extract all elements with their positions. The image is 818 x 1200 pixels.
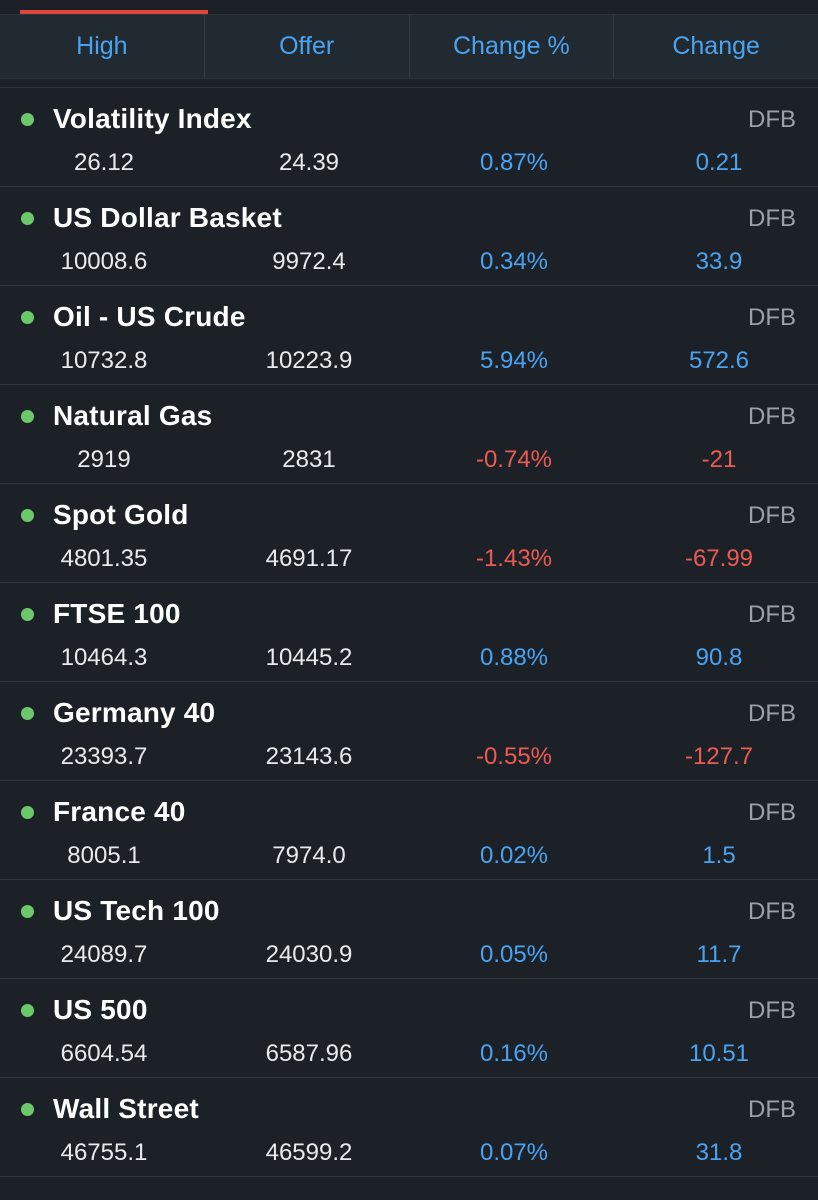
market-name: Germany 40 [53, 697, 216, 728]
market-change-percent: -0.74% [475, 446, 553, 473]
column-high[interactable]: High [0, 15, 205, 78]
active-tab-indicator [20, 10, 208, 14]
market-high: 2919 [77, 446, 131, 473]
header-divider [0, 79, 818, 88]
market-open-status-icon [21, 707, 34, 720]
market-type-tag: DFB [748, 898, 796, 925]
market-name: Volatility Index [53, 103, 252, 134]
market-name: US Dollar Basket [53, 202, 282, 233]
market-name: Wall Street [53, 1093, 199, 1124]
market-row[interactable]: Natural Gas DFB 2919 2831 -0.74% -21 [0, 385, 818, 484]
market-name: Spot Gold [53, 499, 189, 530]
market-change-percent: 0.07% [479, 1139, 549, 1166]
market-change: -67.99 [684, 545, 754, 572]
market-change: 572.6 [688, 347, 750, 374]
market-change: 10.51 [688, 1040, 750, 1067]
market-change-percent: -1.43% [475, 545, 553, 572]
market-change-percent: 0.88% [479, 644, 549, 671]
market-row[interactable]: France 40 DFB 8005.1 7974.0 0.02% 1.5 [0, 781, 818, 880]
market-open-status-icon [21, 410, 34, 423]
market-change-percent: 0.16% [479, 1040, 549, 1067]
market-change-percent: 0.05% [479, 941, 549, 968]
market-offer: 4691.17 [265, 545, 353, 572]
market-open-status-icon [21, 509, 34, 522]
column-offer[interactable]: Offer [205, 15, 410, 78]
market-offer: 2831 [282, 446, 336, 473]
market-row[interactable]: Volatility Index DFB 26.12 24.39 0.87% 0.21 [0, 88, 818, 187]
market-name: FTSE 100 [53, 598, 181, 629]
market-change: 31.8 [695, 1139, 743, 1166]
market-open-status-icon [21, 1103, 34, 1116]
market-name: US Tech 100 [53, 895, 220, 926]
market-row[interactable]: Germany 40 DFB 23393.7 23143.6 -0.55% -127.7 [0, 682, 818, 781]
market-row[interactable]: Wall Street DFB 46755.1 46599.2 0.07% 31.8 [0, 1078, 818, 1177]
market-open-status-icon [21, 212, 34, 225]
market-row[interactable]: US Tech 100 DFB 24089.7 24030.9 0.05% 11.7 [0, 880, 818, 979]
market-name: Natural Gas [53, 400, 213, 431]
market-high: 10464.3 [60, 644, 148, 671]
market-type-tag: DFB [748, 205, 796, 232]
market-change-percent: 5.94% [479, 347, 549, 374]
market-row[interactable]: Oil - US Crude DFB 10732.8 10223.9 5.94% 572.… [0, 286, 818, 385]
market-change-percent: 0.34% [479, 248, 549, 275]
market-high: 10732.8 [60, 347, 148, 374]
market-type-tag: DFB [748, 106, 796, 133]
market-type-tag: DFB [748, 601, 796, 628]
market-high: 24089.7 [60, 941, 148, 968]
market-high: 10008.6 [60, 248, 148, 275]
market-type-tag: DFB [748, 502, 796, 529]
market-change: -127.7 [684, 743, 754, 770]
market-offer: 7974.0 [272, 842, 346, 869]
market-open-status-icon [21, 311, 34, 324]
market-high: 6604.54 [60, 1040, 148, 1067]
column-change-percent[interactable]: Change % [410, 15, 615, 78]
market-offer: 9972.4 [272, 248, 346, 275]
market-type-tag: DFB [748, 700, 796, 727]
market-name: France 40 [53, 796, 186, 827]
market-row[interactable]: Spot Gold DFB 4801.35 4691.17 -1.43% -67.99 [0, 484, 818, 583]
market-offer: 24030.9 [265, 941, 353, 968]
market-change: -21 [701, 446, 737, 473]
market-offer: 10445.2 [265, 644, 353, 671]
market-high: 4801.35 [60, 545, 148, 572]
market-change: 33.9 [695, 248, 743, 275]
market-open-status-icon [21, 608, 34, 621]
market-type-tag: DFB [748, 997, 796, 1024]
market-change: 90.8 [695, 644, 743, 671]
market-offer: 23143.6 [265, 743, 353, 770]
market-open-status-icon [21, 806, 34, 819]
market-high: 46755.1 [60, 1139, 148, 1166]
market-offer: 10223.9 [265, 347, 353, 374]
market-open-status-icon [21, 905, 34, 918]
market-open-status-icon [21, 1004, 34, 1017]
market-change: 1.5 [702, 842, 736, 869]
market-type-tag: DFB [748, 403, 796, 430]
market-name: Oil - US Crude [53, 301, 246, 332]
top-tab-strip [0, 0, 818, 15]
market-row[interactable]: US Dollar Basket DFB 10008.6 9972.4 0.34% 33.… [0, 187, 818, 286]
market-change-percent: 0.87% [479, 149, 549, 176]
market-type-tag: DFB [748, 1096, 796, 1123]
column-change[interactable]: Change [672, 32, 760, 60]
column-header: High Offer Change % Change [0, 15, 818, 79]
market-high: 26.12 [73, 149, 135, 176]
market-high: 23393.7 [60, 743, 148, 770]
market-change-percent: 0.02% [479, 842, 549, 869]
market-list: Volatility Index DFB 26.12 24.39 0.87% 0.21 US… [0, 88, 818, 1177]
market-change-percent: -0.55% [475, 743, 553, 770]
market-row[interactable]: FTSE 100 DFB 10464.3 10445.2 0.88% 90.8 [0, 583, 818, 682]
market-offer: 6587.96 [265, 1040, 353, 1067]
market-change: 11.7 [696, 941, 742, 968]
market-high: 8005.1 [67, 842, 141, 869]
market-open-status-icon [21, 113, 34, 126]
market-type-tag: DFB [748, 304, 796, 331]
market-offer: 46599.2 [265, 1139, 353, 1166]
market-row[interactable]: US 500 DFB 6604.54 6587.96 0.16% 10.51 [0, 979, 818, 1078]
market-offer: 24.39 [278, 149, 340, 176]
market-type-tag: DFB [748, 799, 796, 826]
market-name: US 500 [53, 994, 148, 1025]
market-change: 0.21 [695, 149, 743, 176]
